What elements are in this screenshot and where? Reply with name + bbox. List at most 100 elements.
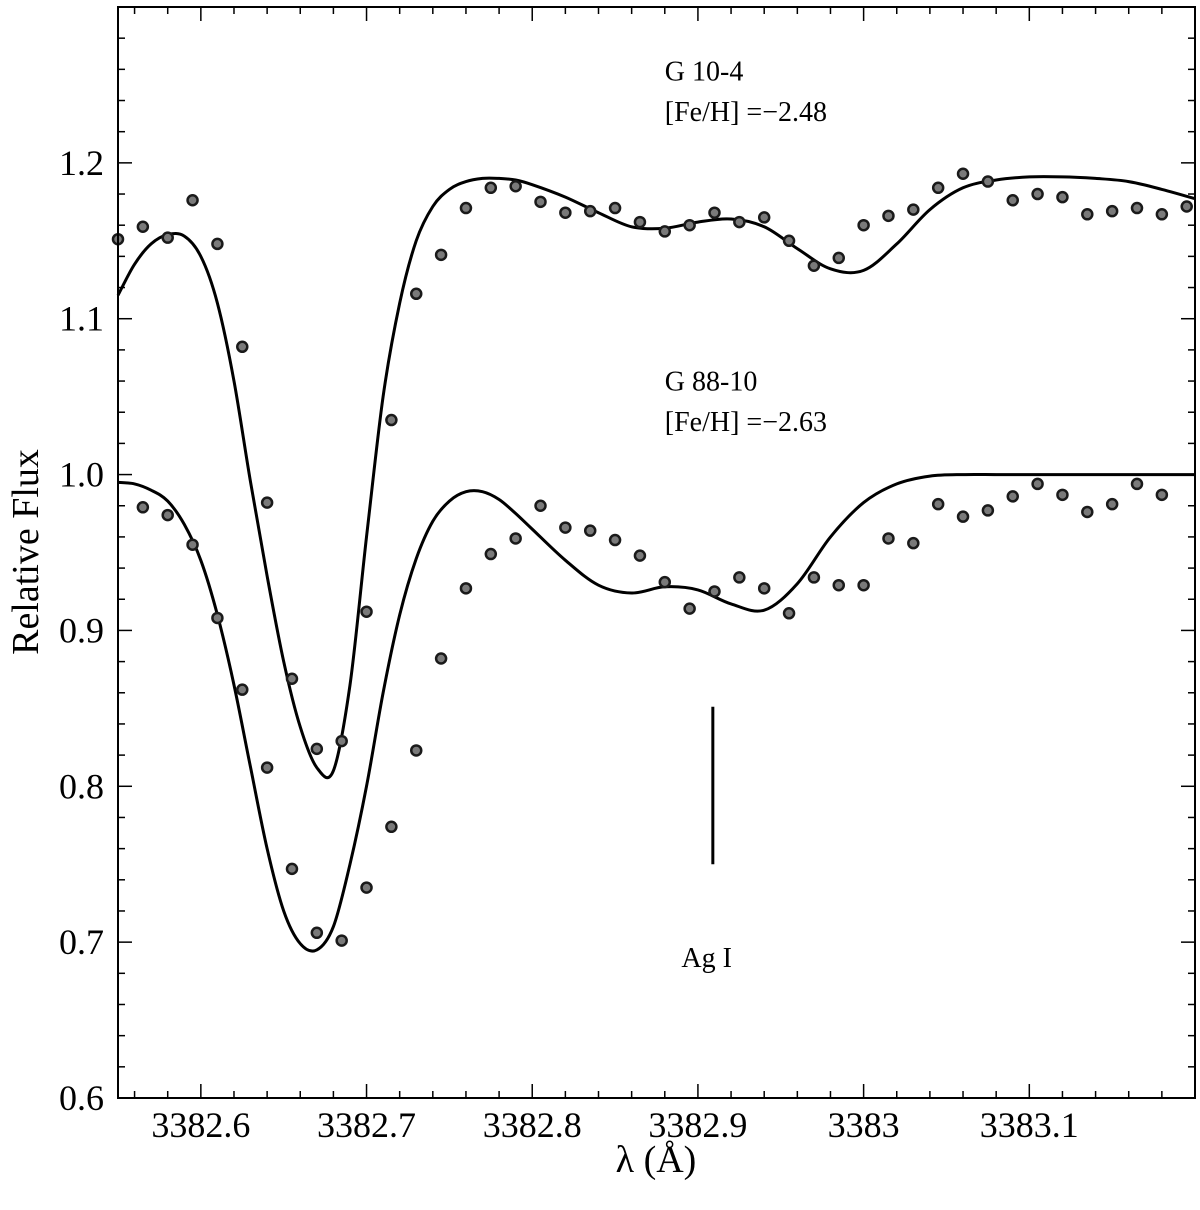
- observed-point: [1056, 190, 1069, 204]
- observed-point: [708, 206, 721, 219]
- observed-point: [335, 734, 348, 748]
- observed-point: [211, 611, 224, 625]
- synthetic-curve-1: [116, 175, 1196, 780]
- observed-point: [285, 672, 299, 685]
- observed-point: [832, 578, 846, 592]
- observed-point: [658, 575, 672, 589]
- observed-point: [1105, 497, 1119, 511]
- observed-point: [434, 652, 448, 665]
- observed-point: [310, 742, 324, 756]
- plot-frame: [117, 6, 1196, 1099]
- observed-point: [633, 215, 647, 229]
- observed-point: [1056, 488, 1069, 502]
- observed-point: [136, 220, 150, 234]
- observed-point: [385, 413, 398, 427]
- annotation-label: G 10-4: [665, 56, 744, 87]
- observed-point: [807, 259, 821, 272]
- observed-point: [583, 204, 597, 218]
- observed-point: [559, 521, 572, 534]
- annotation-label: Ag I: [681, 943, 732, 974]
- observed-point: [633, 549, 647, 562]
- observed-point: [931, 181, 945, 195]
- observed-point: [981, 175, 995, 188]
- y-tick-label: 0.6: [59, 1078, 104, 1118]
- observed-point: [136, 501, 150, 514]
- x-tick-label: 3382.9: [648, 1105, 747, 1145]
- plot-background: [118, 7, 1195, 1098]
- y-tick-label: 0.7: [59, 922, 104, 962]
- observed-point: [285, 862, 299, 876]
- observed-point: [559, 206, 572, 219]
- observed-point: [757, 211, 771, 224]
- observed-point: [186, 194, 199, 207]
- y-tick-label: 0.8: [59, 766, 104, 806]
- observed-point: [907, 203, 920, 216]
- observed-point: [683, 602, 696, 615]
- observed-point: [1081, 505, 1094, 519]
- y-tick-label: 1.1: [59, 299, 104, 339]
- observed-point: [733, 571, 746, 584]
- observed-point: [1031, 187, 1044, 201]
- x-tick-label: 3382.6: [151, 1105, 250, 1145]
- annotation-label: [Fe/H] =−2.48: [665, 97, 827, 128]
- observed-point: [782, 234, 796, 248]
- annotation-label: G 88-10: [665, 366, 758, 397]
- observed-point: [658, 225, 672, 238]
- x-axis-title: λ (Å): [616, 1139, 697, 1181]
- observed-point: [1155, 488, 1169, 502]
- observed-point: [360, 881, 373, 894]
- observed-point: [260, 761, 274, 774]
- observed-point: [882, 532, 895, 545]
- observed-point: [360, 605, 373, 618]
- observed-point: [857, 578, 870, 592]
- observed-point: [1155, 208, 1169, 221]
- observed-point: [608, 201, 622, 215]
- observed-point: [509, 532, 522, 545]
- y-tick-label: 1.2: [59, 143, 104, 183]
- observed-point: [534, 195, 547, 209]
- observed-point: [1105, 204, 1119, 218]
- observed-point: [708, 585, 721, 598]
- observed-point: [832, 251, 846, 265]
- observed-point: [236, 683, 249, 696]
- x-tick-label: 3382.8: [483, 1105, 582, 1145]
- observed-point: [1006, 490, 1019, 503]
- observed-point: [211, 237, 224, 251]
- observed-point: [161, 231, 174, 244]
- observed-point: [583, 524, 597, 537]
- observed-point: [956, 167, 970, 181]
- observed-point: [484, 181, 498, 195]
- annotations: G 10-4 [Fe/H] =−2.48 G 88-10 [Fe/H] =−2.63 A…: [665, 56, 827, 974]
- observed-point: [931, 497, 945, 511]
- observed-point: [733, 215, 746, 229]
- observed-point: [1130, 201, 1144, 215]
- observed-point: [335, 934, 348, 947]
- observed-point: [161, 508, 174, 522]
- observed-point: [857, 218, 870, 232]
- observed-point: [459, 582, 473, 595]
- observed-point: [1081, 208, 1094, 221]
- observed-point: [1031, 477, 1044, 491]
- observed-point: [459, 201, 473, 215]
- annotation-label: [Fe/H] =−2.63: [665, 407, 827, 438]
- observed-point: [757, 582, 771, 595]
- observed-point: [1130, 477, 1144, 491]
- observed-point: [509, 179, 522, 193]
- synthetic-curve-2: [117, 472, 1195, 953]
- observed-spectra: [111, 167, 1193, 947]
- observed-point: [807, 571, 821, 584]
- observed-point: [310, 926, 324, 940]
- y-tick-label: 1.0: [59, 455, 104, 495]
- y-tick-label: 0.9: [59, 610, 104, 650]
- observed-point: [434, 248, 448, 262]
- observed-point: [385, 820, 398, 834]
- observed-point: [683, 218, 696, 232]
- observed-point: [956, 510, 970, 523]
- observed-point: [236, 340, 249, 354]
- x-tick-label: 3382.7: [317, 1105, 416, 1145]
- observed-point: [484, 547, 498, 561]
- observed-point: [260, 496, 274, 509]
- observed-point: [534, 499, 547, 512]
- observed-point: [608, 533, 622, 547]
